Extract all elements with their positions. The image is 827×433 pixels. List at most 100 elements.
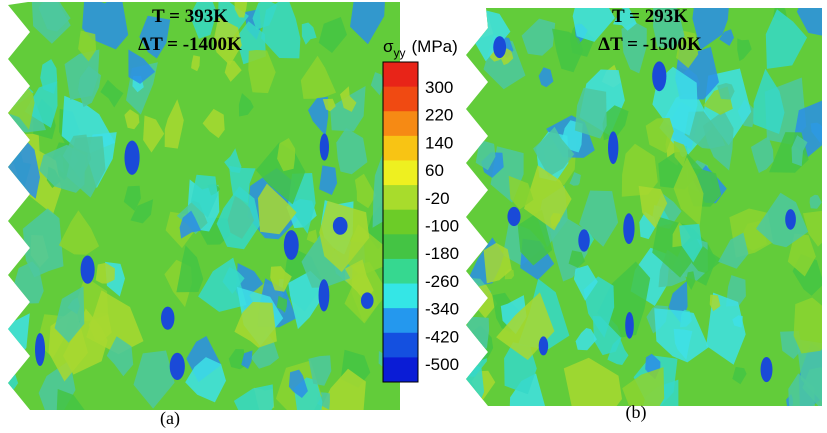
colorbar-band — [383, 234, 418, 260]
grain — [276, 295, 288, 313]
grain — [517, 209, 553, 266]
colorbar-title: σyy (MPa) — [383, 37, 458, 60]
grain — [224, 148, 242, 173]
grain — [319, 165, 338, 195]
grain — [233, 384, 274, 410]
delta-label: ΔT = -1400K — [138, 34, 242, 55]
grain — [24, 81, 58, 128]
grain — [575, 328, 597, 351]
grain — [692, 8, 730, 50]
unit: (MPa) — [412, 37, 458, 56]
stress-spot — [283, 230, 299, 260]
grain — [308, 96, 329, 136]
stress-field-a — [8, 2, 400, 410]
grain — [213, 17, 242, 66]
colorbar-label: 220 — [425, 106, 453, 125]
grain — [370, 72, 385, 96]
stress-spot — [360, 292, 374, 309]
colorbar-label: -500 — [425, 355, 459, 374]
grain — [95, 262, 115, 284]
delta-label: ΔT = -1500K — [598, 34, 702, 55]
grain — [238, 93, 254, 117]
colorbar-band — [383, 160, 418, 186]
grain — [475, 140, 496, 171]
grain — [524, 165, 572, 231]
grain — [130, 199, 154, 224]
grain — [538, 67, 554, 88]
grain — [67, 297, 80, 315]
grain — [257, 183, 297, 235]
grain — [38, 2, 71, 32]
colorbar-label: 60 — [425, 161, 444, 180]
stress-spot — [760, 356, 773, 383]
grain — [612, 8, 637, 31]
grain — [176, 245, 204, 293]
grain — [189, 2, 217, 39]
colorbar: 300 220 140 60 -20 -100 -180 -260 -340 -420 -500 — [382, 61, 459, 383]
grain — [234, 2, 248, 18]
grain — [563, 357, 622, 406]
grain — [288, 369, 308, 398]
grain — [621, 143, 658, 197]
colorbar-label: -420 — [425, 327, 459, 346]
colorbar-label: -340 — [425, 300, 459, 319]
grain — [319, 200, 370, 272]
grain — [568, 250, 585, 268]
grain — [78, 65, 101, 107]
grain — [100, 79, 124, 108]
stress-spot — [124, 140, 140, 175]
colorbar-band — [383, 185, 418, 211]
grain — [261, 2, 301, 59]
stress-spot — [332, 216, 348, 235]
grain — [277, 138, 296, 172]
grain — [793, 297, 822, 354]
grain — [483, 242, 512, 284]
stress-spot — [35, 333, 46, 366]
grain — [702, 110, 734, 171]
stress-spot — [319, 133, 329, 161]
grain — [133, 350, 175, 409]
grain — [756, 192, 809, 248]
grain — [191, 55, 200, 72]
grain — [308, 355, 332, 386]
grain — [765, 9, 808, 69]
caption: (b) — [626, 402, 647, 423]
grain — [621, 21, 647, 74]
grain — [248, 50, 276, 94]
grain — [78, 30, 97, 62]
colorbar-band — [383, 332, 418, 358]
grain — [750, 136, 774, 173]
grain — [686, 271, 696, 290]
grain — [139, 15, 171, 59]
grain — [636, 379, 679, 406]
stress-spot — [578, 229, 590, 252]
grain — [653, 8, 685, 49]
grain — [796, 339, 822, 406]
stress-spot — [318, 279, 330, 312]
temperature-label: T = 393K — [152, 6, 228, 27]
colorbar-band — [383, 357, 418, 383]
grain — [638, 185, 668, 229]
colorbar-band — [383, 86, 418, 112]
colorbar-frame — [382, 61, 419, 383]
stress-field-b — [466, 8, 822, 406]
grain — [796, 8, 822, 37]
grain — [318, 17, 347, 53]
grain — [40, 59, 58, 94]
colorbar-band — [383, 111, 418, 137]
grain — [787, 233, 816, 277]
grain — [322, 98, 336, 112]
grain — [691, 246, 723, 274]
colorbar-band — [383, 283, 418, 309]
grain — [673, 157, 704, 226]
stress-spot — [507, 206, 521, 227]
grain — [719, 29, 734, 46]
grain — [164, 99, 184, 149]
grain — [569, 172, 581, 186]
grain — [676, 30, 699, 69]
grain — [737, 38, 752, 62]
grain — [56, 389, 90, 410]
grain — [466, 317, 490, 349]
colorbar-label: 140 — [425, 133, 453, 152]
colorbar-label: -100 — [425, 217, 459, 236]
